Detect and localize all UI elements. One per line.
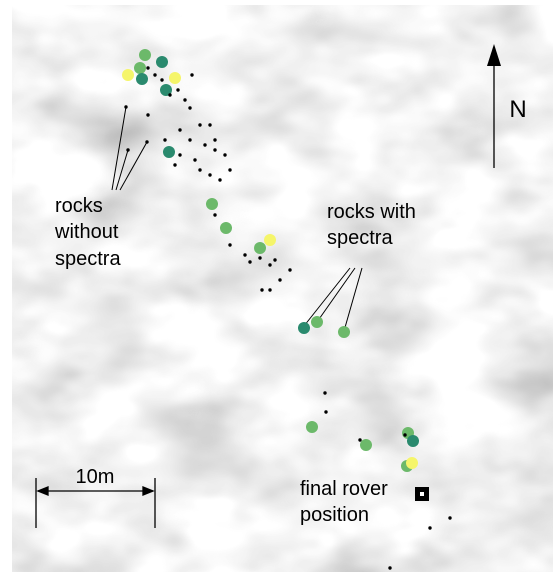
rock-with-spectra (311, 316, 323, 328)
label-line: spectra (55, 248, 121, 270)
rock-with-spectra (306, 421, 318, 433)
rock-with-spectra (254, 242, 266, 254)
label-line: position (300, 504, 369, 526)
rock-without-spectra (190, 73, 193, 76)
rock-without-spectra (160, 78, 163, 81)
rock-without-spectra (208, 173, 211, 176)
rock-without-spectra (358, 438, 361, 441)
rock-with-spectra (298, 322, 310, 334)
rock-without-spectra (183, 98, 186, 101)
rock-without-spectra (198, 123, 201, 126)
rock-without-spectra (146, 113, 149, 116)
rock-without-spectra (176, 88, 179, 91)
rock-without-spectra (223, 153, 226, 156)
label-line: final rover (300, 478, 388, 500)
rock-without-spectra (163, 138, 166, 141)
rock-without-spectra (203, 143, 206, 146)
rock-without-spectra (228, 243, 231, 246)
rock-without-spectra (243, 253, 246, 256)
rock-without-spectra (388, 566, 391, 569)
rock-without-spectra (126, 148, 129, 151)
rock-without-spectra (213, 148, 216, 151)
rock-without-spectra (218, 178, 221, 181)
rock-without-spectra (258, 256, 261, 259)
rock-with-spectra (407, 435, 419, 447)
map: 10m N rocks without spectra rocks with s… (0, 0, 553, 572)
label-line: without (54, 221, 119, 243)
label-line: spectra (327, 227, 393, 249)
rock-with-spectra (136, 73, 148, 85)
rock-with-spectra (220, 222, 232, 234)
rock-with-spectra (264, 234, 276, 246)
rock-without-spectra (188, 138, 191, 141)
rock-without-spectra (273, 258, 276, 261)
rock-without-spectra (448, 516, 451, 519)
rock-without-spectra (146, 66, 149, 69)
rock-without-spectra (178, 128, 181, 131)
rock-without-spectra (428, 526, 431, 529)
rock-without-spectra (168, 93, 171, 96)
rock-with-spectra (360, 439, 372, 451)
rock-with-spectra (139, 49, 151, 61)
label-line: rocks with (327, 201, 416, 223)
rock-with-spectra (156, 56, 168, 68)
scale-label: 10m (76, 466, 115, 488)
rock-without-spectra (208, 123, 211, 126)
rock-without-spectra (193, 158, 196, 161)
rock-without-spectra (198, 168, 201, 171)
rock-without-spectra (228, 168, 231, 171)
north-label: N (509, 96, 526, 123)
rock-without-spectra (278, 278, 281, 281)
rock-without-spectra (213, 213, 216, 216)
rover-marker-center (420, 492, 424, 496)
rock-without-spectra (268, 263, 271, 266)
rock-without-spectra (260, 288, 263, 291)
rock-with-spectra (122, 69, 134, 81)
rock-with-spectra (406, 457, 418, 469)
rock-with-spectra (338, 326, 350, 338)
rock-without-spectra (145, 140, 148, 143)
rock-without-spectra (173, 163, 176, 166)
rock-without-spectra (188, 106, 191, 109)
rock-without-spectra (213, 138, 216, 141)
rock-without-spectra (178, 153, 181, 156)
rock-without-spectra (288, 268, 291, 271)
rock-without-spectra (153, 73, 156, 76)
rock-without-spectra (324, 410, 327, 413)
rock-without-spectra (268, 288, 271, 291)
rock-with-spectra (163, 146, 175, 158)
rock-without-spectra (323, 391, 326, 394)
rock-with-spectra (169, 72, 181, 84)
rock-without-spectra (403, 433, 406, 436)
rock-without-spectra (248, 260, 251, 263)
rock-with-spectra (134, 62, 146, 74)
rock-without-spectra (124, 105, 127, 108)
label-line: rocks (55, 195, 103, 217)
rock-with-spectra (206, 198, 218, 210)
